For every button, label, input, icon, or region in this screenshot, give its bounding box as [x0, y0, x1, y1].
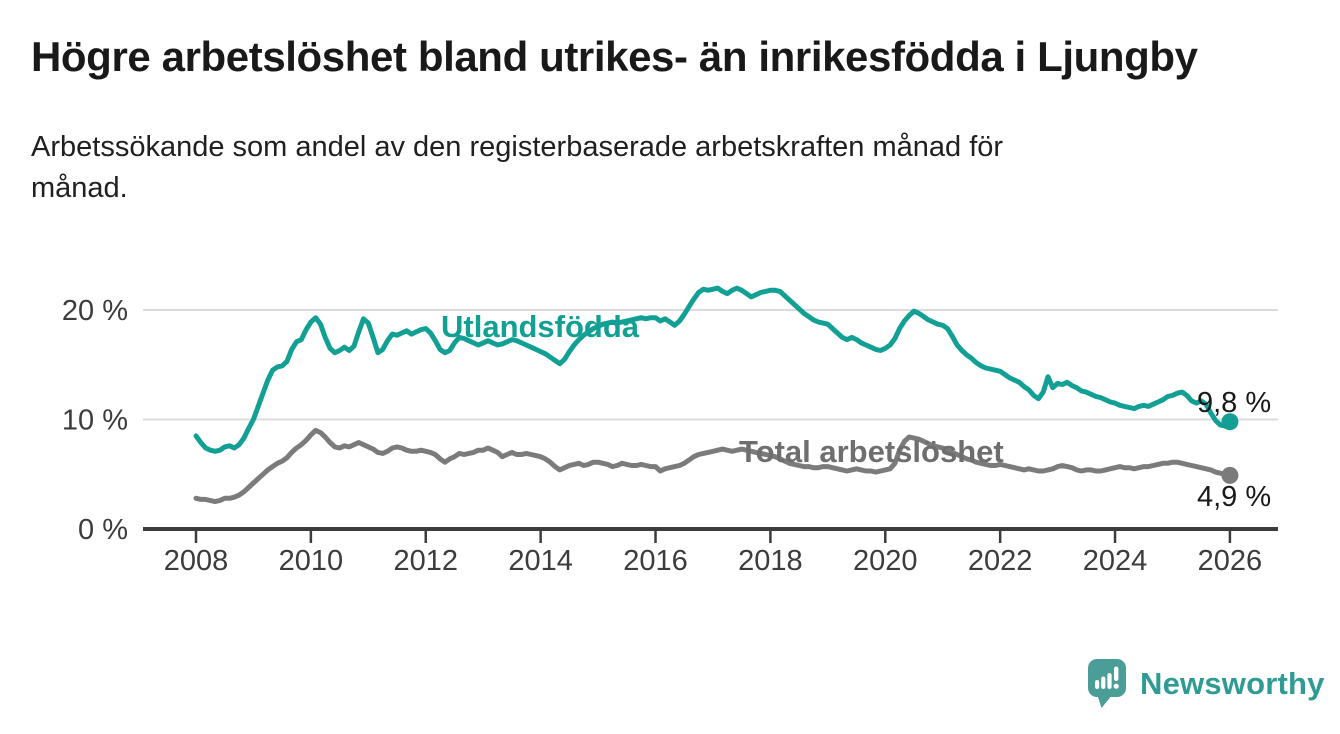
x-axis-label-2014: 2014 [508, 545, 573, 577]
x-axis-label-2018: 2018 [738, 545, 803, 577]
y-axis-label-0: 0 % [78, 514, 128, 546]
x-axis-label-2024: 2024 [1083, 545, 1148, 577]
page-subtitle-line1: Arbetssökande som andel av den registerb… [31, 131, 1004, 163]
series-line-utlandsfodda [193, 285, 1233, 454]
y-axis-label-10: 10 % [62, 405, 128, 437]
series-line-total-arbetsloshet [193, 427, 1233, 505]
x-axis-label-2010: 2010 [279, 545, 344, 577]
x-axis-label-2020: 2020 [853, 545, 918, 577]
end-value-total-arbetsloshet: 4,9 % [1197, 481, 1272, 513]
newsworthy-logo: Newsworthy [1087, 658, 1325, 710]
x-axis-label-2012: 2012 [394, 545, 459, 577]
x-axis-label-2008: 2008 [164, 545, 229, 577]
x-axis-label-2022: 2022 [968, 545, 1033, 577]
page-subtitle: Arbetssökande som andel av den registerb… [31, 127, 1003, 209]
newsworthy-icon [1088, 659, 1126, 708]
x-axis-label-2026: 2026 [1198, 545, 1263, 577]
page-subtitle-line2: månad. [31, 172, 128, 204]
y-axis-label-20: 20 % [62, 295, 128, 327]
series-label-utlandsfodda: Utlandsfödda [441, 309, 640, 344]
newsworthy-wordmark: Newsworthy [1140, 666, 1325, 701]
end-dot-utlandsfodda [1221, 413, 1239, 431]
end-dot-total-arbetsloshet [1221, 466, 1239, 484]
x-axis-label-2016: 2016 [623, 545, 688, 577]
series-label-total-arbetsloshet: Total arbetslöshet [739, 434, 1004, 469]
page-title: Högre arbetslöshet bland utrikes- än inr… [31, 33, 1198, 80]
end-value-utlandsfodda: 9,8 % [1197, 387, 1272, 419]
